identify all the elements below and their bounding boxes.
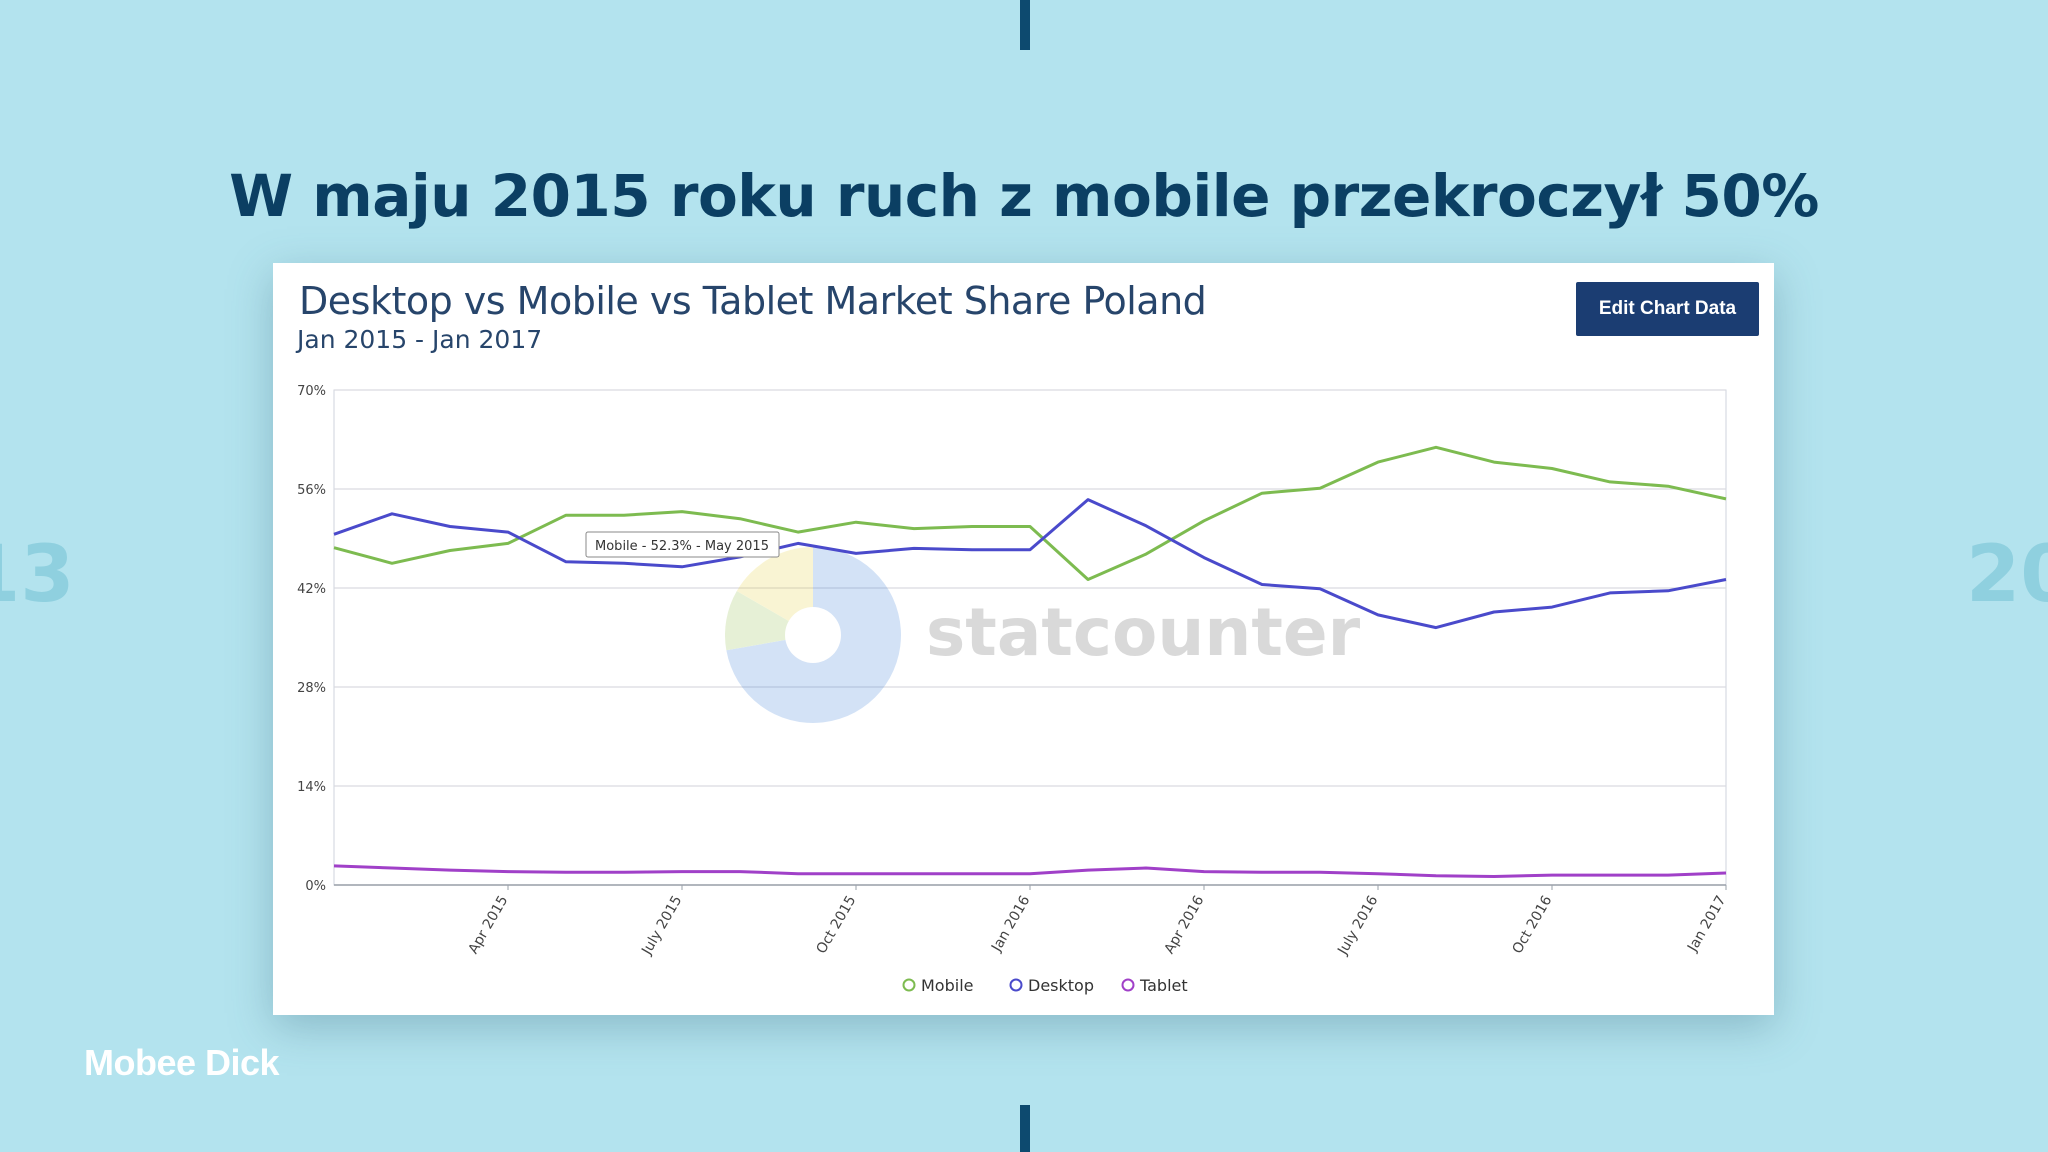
y-tick-label: 14% <box>297 780 326 795</box>
tooltip-box <box>585 531 780 558</box>
watermark-slice <box>726 547 902 723</box>
x-tick-label: Jan 2016 <box>988 893 1033 955</box>
series-line-desktop <box>333 498 1727 630</box>
x-tick-label: Oct 2015 <box>813 893 859 957</box>
y-tick-label: 42% <box>297 582 326 597</box>
slide-title: W maju 2015 roku ruch z mobile przekrocz… <box>229 162 1819 230</box>
y-tick-label: 70% <box>297 384 326 399</box>
x-tick-label: Apr 2016 <box>1161 893 1207 957</box>
edit-chart-data-button[interactable]: Edit Chart Data <box>1576 282 1759 336</box>
x-tick-label: Jan 2017 <box>1684 893 1729 955</box>
legend-label-tablet: Tablet <box>1139 976 1188 995</box>
x-tick-label: Apr 2015 <box>465 893 511 957</box>
side-year-right: 20 <box>1966 530 2048 620</box>
legend-marker-tablet <box>1121 978 1135 992</box>
brand-logo: Mobee Dick <box>84 1042 280 1083</box>
legend-label-desktop: Desktop <box>1028 976 1094 995</box>
chart-subtitle: Jan 2015 - Jan 2017 <box>297 325 543 354</box>
watermark-hole <box>785 607 841 663</box>
legend-label-mobile: Mobile <box>921 976 973 995</box>
chart-card: Desktop vs Mobile vs Tablet Market Share… <box>273 263 1774 1015</box>
series-line-mobile <box>333 445 1727 581</box>
x-tick-label: July 2015 <box>638 893 685 958</box>
x-tick-label: Oct 2016 <box>1509 893 1555 957</box>
watermark-text: statcounter <box>926 594 1361 671</box>
legend-marker-mobile <box>902 978 916 992</box>
y-tick-label: 28% <box>297 681 326 696</box>
statcounter-watermark: statcounter <box>725 547 1361 723</box>
x-tick-label: July 2016 <box>1334 893 1381 958</box>
series-line-tablet <box>333 864 1727 878</box>
plot-area <box>333 389 1727 886</box>
top-divider-mark <box>1020 0 1030 50</box>
watermark-slice <box>736 547 813 635</box>
side-year-left: 13 <box>0 530 75 620</box>
bottom-divider-mark <box>1020 1105 1030 1152</box>
y-tick-label: 56% <box>297 483 326 498</box>
chart-title: Desktop vs Mobile vs Tablet Market Share… <box>299 279 1207 323</box>
line-chart: 0% 14% 28% 42% 56% 70% statcounter Apr 2015 July… <box>297 384 1729 995</box>
y-tick-label: 0% <box>305 879 326 894</box>
legend-marker-desktop <box>1009 978 1023 992</box>
watermark-slice <box>725 591 813 651</box>
tooltip-text: Mobile - 52.3% - May 2015 <box>595 539 769 554</box>
